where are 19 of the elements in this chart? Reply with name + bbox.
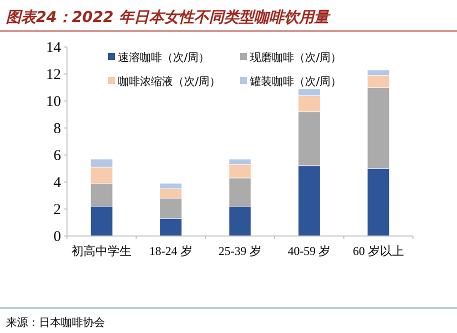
y-tick-label: 4 <box>54 175 62 191</box>
x-tick-label: 18-24 岁 <box>149 244 192 258</box>
legend-label: 罐装咖啡（次/周） <box>250 75 342 88</box>
legend-label: 速溶咖啡（次/周） <box>118 51 210 64</box>
legend-label: 咖啡浓缩液（次/周） <box>118 75 221 88</box>
y-tick-label: 14 <box>46 40 62 56</box>
y-tick-label: 2 <box>54 202 61 218</box>
x-tick-label: 初高中学生 <box>72 244 132 258</box>
y-tick-label: 6 <box>54 148 62 164</box>
y-tick-label: 10 <box>46 94 61 110</box>
source-note: 来源：日本咖啡协会 <box>6 316 105 329</box>
legend-label: 现磨咖啡（次/周） <box>250 51 342 64</box>
x-tick-label: 40-59 岁 <box>288 244 331 258</box>
y-tick-label: 0 <box>54 229 61 245</box>
x-tick-label: 60 岁以上 <box>352 244 404 258</box>
title: 图表24：2022 年日本女性不同类型咖啡饮用量 <box>6 8 329 26</box>
y-tick-label: 8 <box>54 121 61 137</box>
x-tick-label: 25-39 岁 <box>218 244 262 258</box>
y-tick-label: 12 <box>46 67 61 83</box>
